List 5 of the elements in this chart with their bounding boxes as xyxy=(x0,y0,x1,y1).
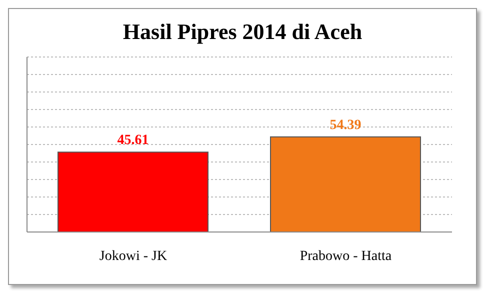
x-tick-label: Jokowi - JK xyxy=(99,248,168,264)
data-label: 45.61 xyxy=(117,133,149,148)
chart-title: Hasil Pipres 2014 di Aceh xyxy=(122,18,364,46)
data-label: 54.39 xyxy=(330,118,362,133)
x-tick-label: Prabowo - Hatta xyxy=(300,248,392,264)
